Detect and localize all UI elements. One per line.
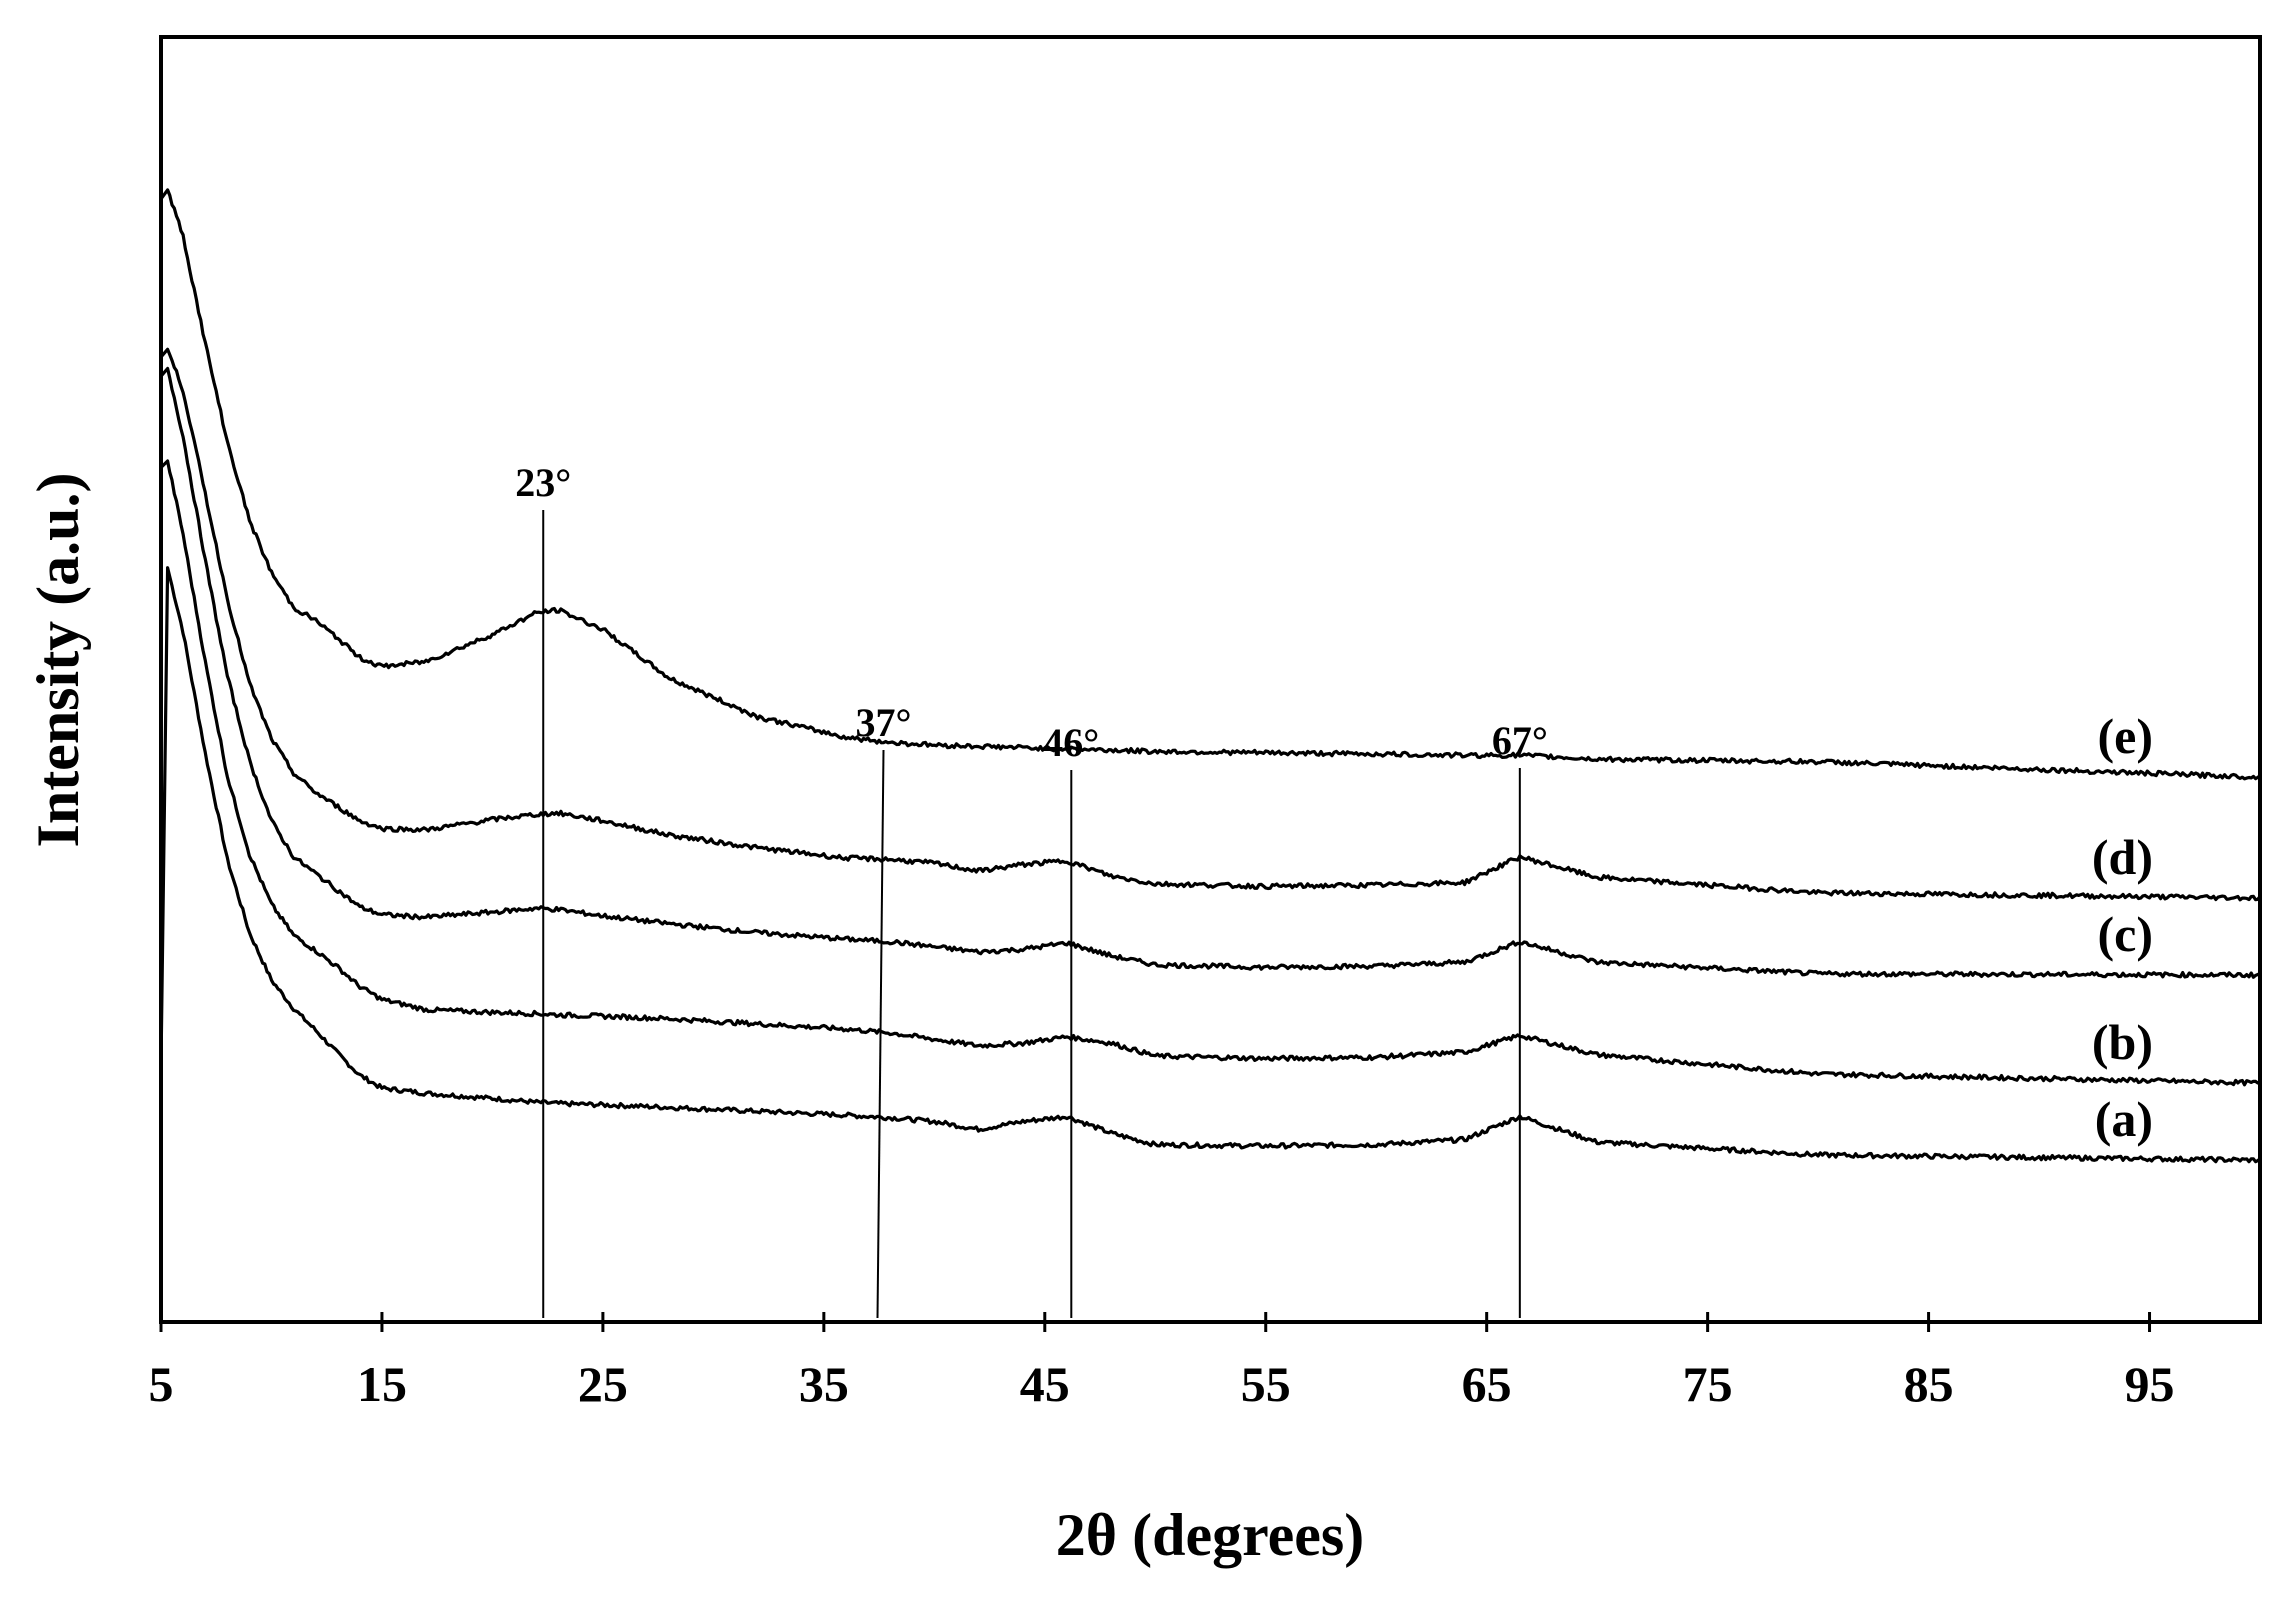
plot-frame [159,35,2262,1324]
reference-line-37 [876,749,885,1319]
series-label-a: (a) [2095,1091,2153,1147]
series-line-b [159,459,2261,1087]
series-line-c [159,366,2261,979]
series-line-e [159,188,2261,781]
reference-label-23: 23° [515,460,571,505]
series-label-d: (d) [2092,829,2153,885]
reference-lines: 23°37° 46° 67° [515,460,1548,1319]
x-tick-label: 35 [799,1356,849,1412]
series-labels: (a) (b) (c) (d) (e) [2092,708,2153,1147]
series-label-e: (e) [2098,708,2154,764]
series-line-d [159,347,2262,902]
x-axis-ticks [159,1312,2152,1332]
x-tick-label: 95 [2125,1356,2175,1412]
series-label-b: (b) [2092,1014,2153,1070]
series-label-c: (c) [2098,906,2154,962]
reference-label-46: 46° [1043,720,1099,765]
series-lines [159,188,2262,1164]
x-axis-title: 2θ (degrees) [1056,1502,1364,1568]
x-tick-label: 25 [578,1356,628,1412]
x-tick-label: 5 [149,1356,174,1412]
y-axis-title: Intensity (a.u.) [25,472,91,847]
series-line-a [159,566,2262,1164]
x-tick-label: 15 [357,1356,407,1412]
x-tick-label: 55 [1241,1356,1291,1412]
x-tick-label: 65 [1462,1356,1512,1412]
x-tick-label: 75 [1683,1356,1733,1412]
x-tick-label: 45 [1020,1356,1070,1412]
x-tick-label: 85 [1904,1356,1954,1412]
x-axis-tick-labels: 5 15 25 35 45 55 65 75 85 95 [149,1356,2175,1412]
